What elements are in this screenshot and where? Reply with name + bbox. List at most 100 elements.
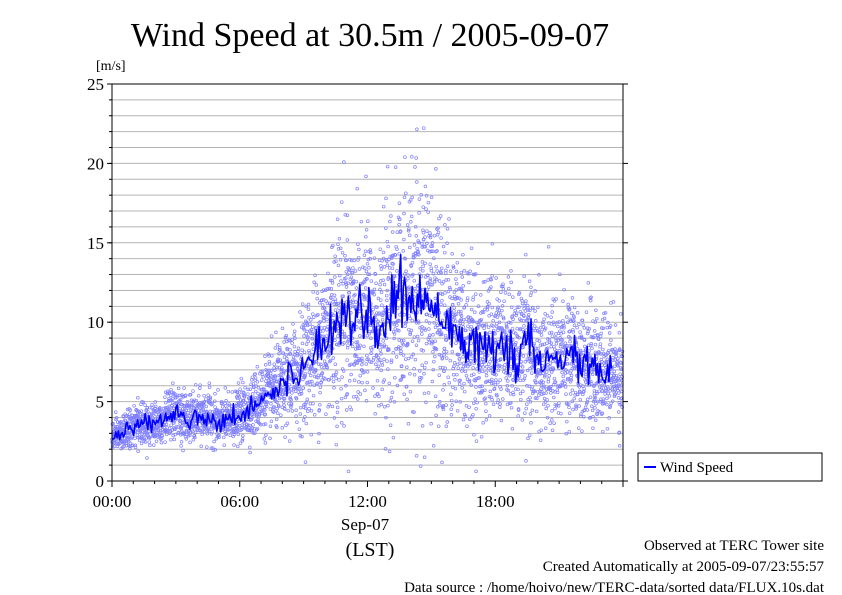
data-point — [481, 323, 485, 328]
data-point — [387, 381, 392, 386]
data-point — [570, 296, 575, 300]
data-point — [333, 254, 337, 258]
data-point — [424, 400, 428, 405]
data-point — [331, 313, 336, 317]
data-point — [599, 397, 603, 402]
data-point — [126, 443, 131, 448]
data-point — [548, 421, 552, 425]
data-point — [262, 413, 267, 417]
data-point — [567, 405, 571, 410]
data-point — [301, 386, 305, 390]
data-point — [360, 359, 365, 363]
data-point — [403, 272, 407, 276]
data-point — [300, 341, 305, 346]
data-point — [275, 343, 280, 347]
data-point — [301, 377, 305, 382]
data-point — [592, 329, 597, 333]
data-point — [612, 388, 617, 393]
data-point — [307, 407, 311, 411]
data-point — [483, 307, 487, 312]
data-point — [398, 313, 402, 317]
data-point — [607, 394, 612, 398]
data-point — [227, 402, 231, 406]
data-point — [379, 264, 383, 268]
data-point — [509, 280, 513, 285]
data-point — [292, 333, 296, 337]
data-point — [222, 435, 226, 440]
data-point — [500, 308, 504, 313]
data-point — [322, 315, 326, 320]
data-point — [554, 336, 558, 340]
data-point — [406, 356, 411, 361]
data-point — [314, 368, 318, 373]
data-point — [478, 384, 482, 389]
data-point — [422, 365, 427, 370]
data-point — [377, 394, 381, 399]
data-point — [468, 269, 472, 274]
data-point — [356, 255, 361, 260]
data-point — [442, 353, 446, 357]
data-point — [299, 389, 303, 394]
data-point — [495, 297, 499, 301]
data-point — [585, 397, 590, 402]
data-point — [281, 388, 285, 393]
data-point — [611, 356, 615, 360]
data-point — [275, 400, 279, 404]
data-point — [599, 331, 603, 336]
data-point — [322, 365, 326, 370]
data-point — [505, 325, 509, 330]
data-point — [562, 325, 566, 330]
data-point — [179, 428, 184, 433]
data-point — [382, 265, 387, 269]
data-point — [309, 331, 313, 336]
data-point — [473, 310, 477, 315]
data-point — [308, 379, 312, 384]
data-point — [557, 320, 562, 324]
data-point — [439, 302, 443, 307]
data-point — [617, 331, 622, 335]
data-point — [145, 406, 150, 410]
data-point — [327, 378, 331, 382]
data-point — [582, 338, 587, 342]
data-point — [421, 268, 425, 273]
data-point — [311, 315, 316, 319]
data-point — [115, 441, 120, 446]
data-point — [250, 375, 255, 379]
data-point — [554, 342, 559, 346]
data-point — [413, 165, 417, 169]
data-point — [436, 226, 440, 230]
data-point — [596, 336, 600, 341]
data-point — [301, 418, 306, 422]
data-point — [240, 437, 245, 441]
data-point — [378, 358, 382, 362]
data-point — [539, 329, 543, 334]
data-point — [493, 382, 498, 387]
data-point — [508, 371, 513, 376]
data-point — [259, 369, 263, 374]
data-point — [484, 418, 489, 422]
data-point — [192, 433, 197, 438]
data-point — [325, 365, 330, 370]
data-point — [519, 397, 523, 402]
data-point — [504, 376, 508, 380]
data-point — [211, 446, 215, 450]
data-point — [408, 198, 413, 202]
data-point — [469, 383, 473, 388]
data-point — [451, 266, 456, 270]
data-point — [609, 376, 614, 381]
data-point — [522, 274, 526, 279]
data-point — [480, 389, 485, 393]
data-point — [170, 400, 175, 405]
data-point — [378, 348, 383, 352]
data-point — [308, 322, 312, 326]
data-point — [591, 426, 595, 431]
data-point — [284, 352, 289, 357]
data-point — [500, 304, 505, 308]
data-point — [280, 426, 285, 430]
data-point — [205, 432, 210, 436]
data-point — [387, 449, 392, 454]
data-point — [580, 318, 585, 323]
data-point — [311, 401, 315, 406]
data-point — [411, 272, 415, 277]
data-point — [358, 343, 362, 348]
